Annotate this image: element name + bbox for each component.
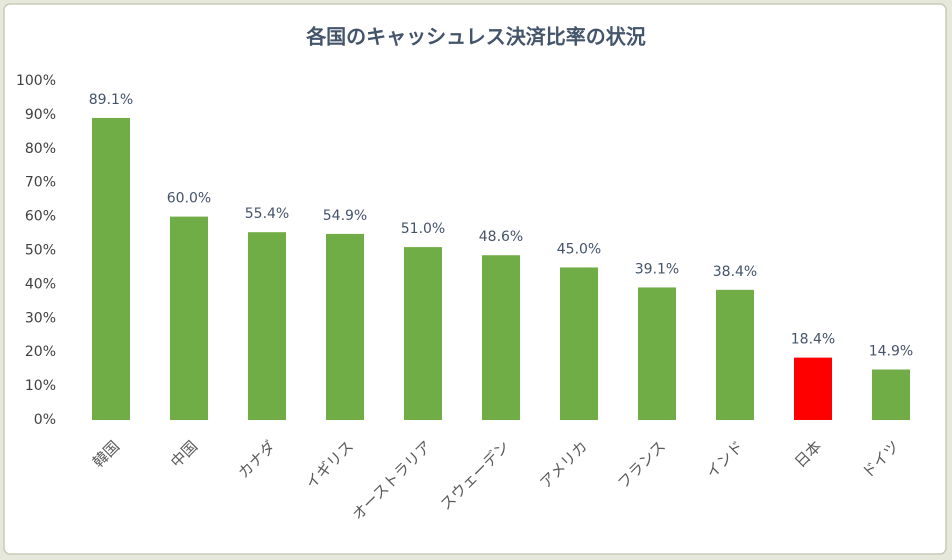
- value-label: 39.1%: [635, 261, 679, 277]
- y-tick-label: 60%: [25, 209, 56, 225]
- value-label: 89.1%: [89, 92, 133, 108]
- value-label: 55.4%: [245, 206, 289, 222]
- chart-frame: [3, 3, 947, 555]
- bar: [170, 216, 208, 420]
- bar: [794, 357, 832, 420]
- value-label: 14.9%: [869, 343, 913, 359]
- value-label: 38.4%: [713, 264, 757, 280]
- value-label: 45.0%: [557, 241, 601, 257]
- y-tick-label: 20%: [25, 344, 56, 360]
- value-label: 48.6%: [479, 229, 523, 245]
- y-tick-label: 10%: [25, 378, 56, 394]
- y-tick-label: 50%: [25, 243, 56, 259]
- bar: [638, 287, 676, 420]
- bar: [560, 267, 598, 420]
- bar: [92, 117, 130, 421]
- y-tick-label: 0%: [34, 412, 56, 428]
- chart-title: 各国のキャッシュレス決済比率の状況: [305, 25, 646, 49]
- y-tick-label: 70%: [25, 175, 56, 191]
- bar: [248, 232, 286, 420]
- y-tick-label: 40%: [25, 276, 56, 292]
- y-tick-label: 80%: [25, 141, 56, 157]
- value-label: 18.4%: [791, 332, 835, 348]
- y-tick-label: 30%: [25, 310, 56, 326]
- bar: [326, 233, 364, 420]
- value-label: 54.9%: [323, 208, 367, 224]
- y-tick-label: 90%: [25, 107, 56, 123]
- bar: [482, 255, 520, 420]
- bar: [716, 289, 754, 420]
- value-label: 60.0%: [167, 191, 211, 207]
- bar: [404, 247, 442, 420]
- bar: [872, 369, 910, 420]
- value-label: 51.0%: [401, 221, 445, 237]
- y-tick-label: 100%: [16, 73, 56, 89]
